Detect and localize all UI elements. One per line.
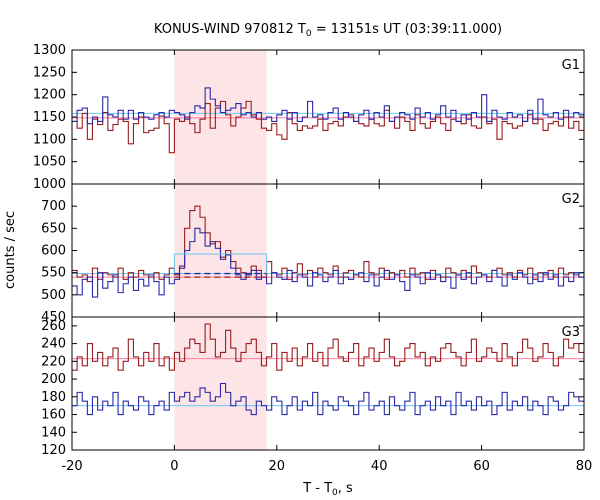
y-tick-label: 160 bbox=[41, 408, 66, 423]
y-tick-label: 1000 bbox=[33, 177, 66, 192]
series-blue-g3 bbox=[72, 382, 584, 416]
y-tick-label: 200 bbox=[41, 372, 66, 387]
panel-g1: 1000 1050 1100 1150 1200 1250 1300 G1 bbox=[33, 43, 585, 192]
y-tick-label: 140 bbox=[41, 425, 66, 440]
y-tick-label: 120 bbox=[41, 443, 66, 458]
y-tick-label: 260 bbox=[41, 319, 66, 334]
series-red-g1 bbox=[72, 100, 584, 154]
y-tick-label: 240 bbox=[41, 337, 66, 352]
series-blue-g2 bbox=[72, 227, 584, 298]
y-tick-label: 1250 bbox=[33, 65, 66, 80]
x-tick-label: 60 bbox=[473, 459, 490, 474]
y-tick-label: 700 bbox=[41, 199, 66, 214]
x-tick-label: 20 bbox=[269, 459, 286, 474]
series-red-g2 bbox=[72, 205, 584, 283]
y-tick-label: 600 bbox=[41, 244, 66, 259]
x-tick-label: 40 bbox=[371, 459, 388, 474]
x-tick-label: 80 bbox=[576, 459, 593, 474]
y-tick-label: 1200 bbox=[33, 88, 66, 103]
panel-label: G1 bbox=[562, 58, 580, 73]
y-tick-label: 1150 bbox=[33, 110, 66, 125]
y-tick-label: 1100 bbox=[33, 132, 66, 147]
chart-title: KONUS-WIND 970812 T0 = 13151s UT (03:39:… bbox=[154, 22, 502, 39]
y-tick-label: 1050 bbox=[33, 155, 66, 170]
y-tick-label: 550 bbox=[41, 266, 66, 281]
panel-g2: 450 500 550 600 650 700 G2 bbox=[41, 183, 585, 325]
panel-g3: 120 140 160 180 200 220 240 260 G3 bbox=[41, 316, 585, 458]
y-tick-label: 180 bbox=[41, 390, 66, 405]
panel-frame bbox=[71, 316, 585, 451]
panel-frame bbox=[71, 183, 585, 318]
y-tick-label: 500 bbox=[41, 288, 66, 303]
x-tick-label: -20 bbox=[61, 459, 82, 474]
y-tick-label: 650 bbox=[41, 221, 66, 236]
series-red-g3 bbox=[72, 323, 584, 371]
panel-label: G3 bbox=[562, 325, 580, 340]
interval-level-blue bbox=[173, 253, 268, 274]
series-blue-g1 bbox=[72, 87, 584, 125]
x-axis-title: T - T0, s bbox=[302, 481, 353, 498]
y-tick-label: 1300 bbox=[33, 43, 66, 58]
y-tick-label: 450 bbox=[41, 310, 66, 325]
y-axis-title: counts / sec bbox=[3, 211, 18, 289]
y-tick-label: 220 bbox=[41, 354, 66, 369]
x-tick-label: 0 bbox=[170, 459, 178, 474]
panel-label: G2 bbox=[562, 192, 580, 207]
